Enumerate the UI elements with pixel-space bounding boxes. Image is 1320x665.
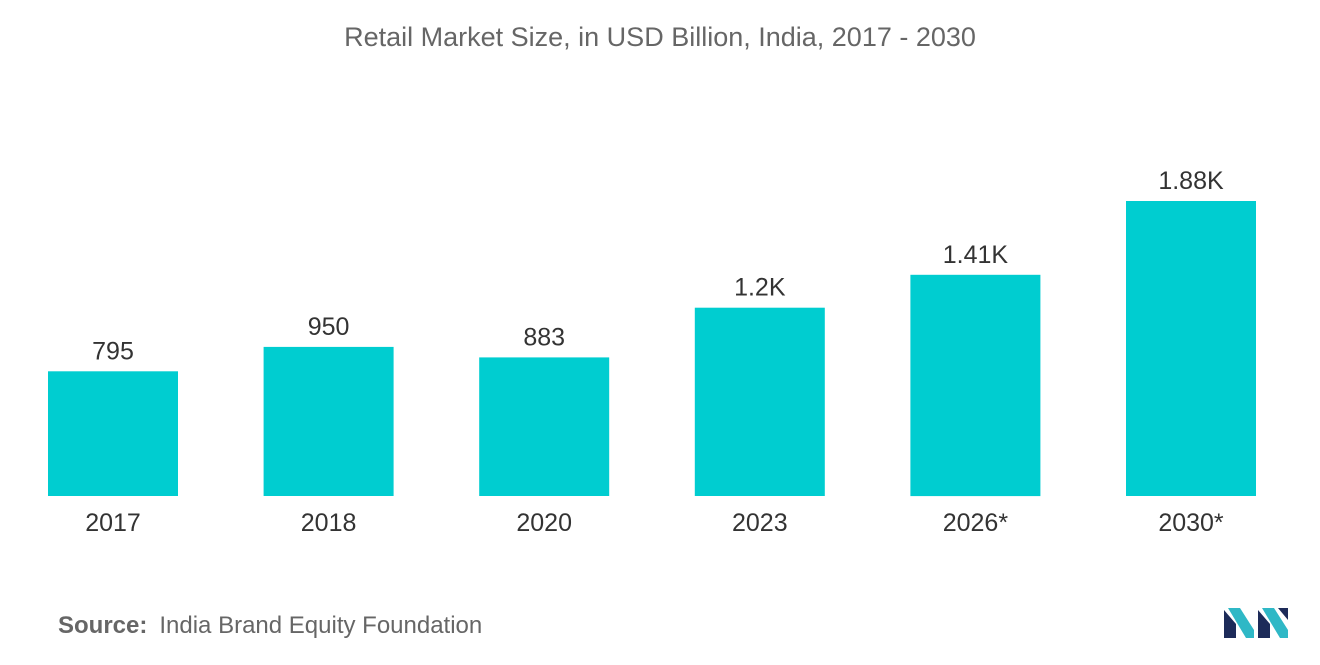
x-tick-label: 2020: [516, 509, 572, 537]
bar-2020: [479, 357, 610, 496]
data-label: 1.41K: [943, 241, 1009, 269]
data-label: 1.2K: [734, 274, 786, 302]
chart-title: Retail Market Size, in USD Billion, Indi…: [344, 22, 976, 52]
mordor-intelligence-logo-icon: [1224, 608, 1288, 638]
bar-2017: [48, 371, 178, 496]
data-label: 795: [92, 337, 134, 365]
source-note: Source: India Brand Equity Foundation: [58, 612, 482, 640]
data-label: 883: [523, 323, 565, 351]
source-label: Source:: [58, 612, 148, 639]
x-tick-label: 2018: [301, 509, 357, 537]
bar-2023: [694, 307, 825, 496]
data-label: 950: [308, 313, 350, 341]
bar-2030-forecast: [1126, 201, 1256, 496]
bar-2026-forecast: [910, 274, 1041, 497]
x-tick-label: 2030*: [1158, 509, 1224, 537]
source-text: India Brand Equity Foundation: [159, 612, 483, 639]
bar-2018: [263, 346, 394, 496]
data-label: 1.88K: [1158, 167, 1224, 195]
bar-chart: 795 2017 950 2018 883 2020 1.2K 2023 1.41K 2026* 1…: [48, 167, 1256, 537]
x-tick-label: 2023: [732, 509, 788, 537]
x-tick-label: 2017: [85, 509, 141, 537]
x-tick-label: 2026*: [943, 509, 1009, 537]
